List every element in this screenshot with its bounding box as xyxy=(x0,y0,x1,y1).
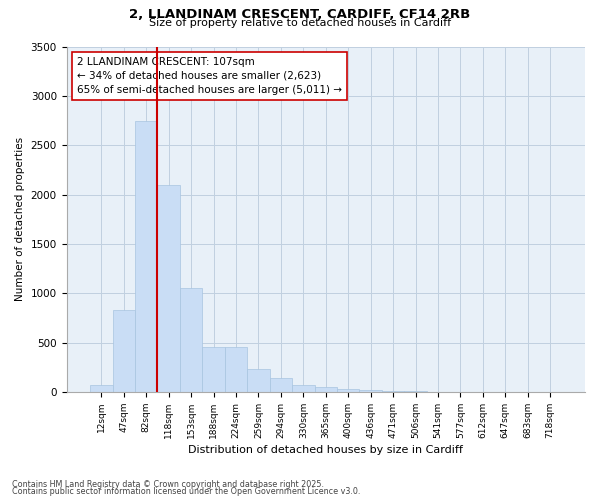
Text: Contains public sector information licensed under the Open Government Licence v3: Contains public sector information licen… xyxy=(12,487,361,496)
Bar xyxy=(359,390,382,392)
X-axis label: Distribution of detached houses by size in Cardiff: Distribution of detached houses by size … xyxy=(188,445,463,455)
Bar xyxy=(382,391,404,392)
Text: Contains HM Land Registry data © Crown copyright and database right 2025.: Contains HM Land Registry data © Crown c… xyxy=(12,480,324,489)
Y-axis label: Number of detached properties: Number of detached properties xyxy=(15,137,25,302)
Text: 2 LLANDINAM CRESCENT: 107sqm
← 34% of detached houses are smaller (2,623)
65% of: 2 LLANDINAM CRESCENT: 107sqm ← 34% of de… xyxy=(77,57,342,95)
Bar xyxy=(269,378,292,392)
Bar xyxy=(90,385,113,392)
Bar xyxy=(337,390,359,392)
Text: Size of property relative to detached houses in Cardiff: Size of property relative to detached ho… xyxy=(149,18,451,28)
Bar xyxy=(225,346,247,392)
Text: 2, LLANDINAM CRESCENT, CARDIFF, CF14 2RB: 2, LLANDINAM CRESCENT, CARDIFF, CF14 2RB xyxy=(130,8,470,20)
Bar xyxy=(247,370,269,392)
Bar xyxy=(135,120,157,392)
Bar xyxy=(292,384,314,392)
Bar xyxy=(113,310,135,392)
Bar xyxy=(180,288,202,392)
Bar xyxy=(314,386,337,392)
Bar xyxy=(202,346,225,392)
Bar xyxy=(157,184,180,392)
